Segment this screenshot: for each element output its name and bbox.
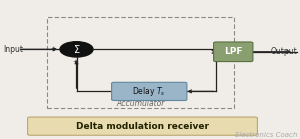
Text: Delay $T_s$: Delay $T_s$ xyxy=(132,85,166,98)
FancyBboxPatch shape xyxy=(112,82,187,100)
Text: Input: Input xyxy=(3,45,23,54)
Text: +: + xyxy=(72,59,78,65)
Text: LPF: LPF xyxy=(224,47,242,56)
Text: Electronics Coach: Electronics Coach xyxy=(235,132,297,138)
Circle shape xyxy=(60,42,93,57)
Text: Delta modulation receiver: Delta modulation receiver xyxy=(76,122,209,131)
Text: Output: Output xyxy=(270,47,297,56)
Text: +: + xyxy=(50,46,56,52)
Text: Accumulator: Accumulator xyxy=(116,99,164,108)
FancyBboxPatch shape xyxy=(214,42,253,62)
Text: $\Sigma$: $\Sigma$ xyxy=(73,43,80,55)
FancyBboxPatch shape xyxy=(28,117,257,135)
